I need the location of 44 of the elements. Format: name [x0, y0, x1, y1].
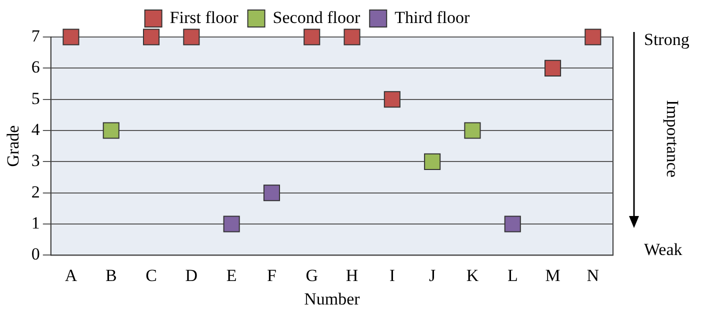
point	[183, 28, 200, 46]
y-tick-label: 0	[31, 244, 40, 264]
text: Weak	[644, 240, 682, 260]
point	[263, 184, 280, 202]
point	[504, 216, 521, 232]
x-tick-label: E	[226, 266, 237, 285]
x-tick-label: A	[64, 266, 78, 285]
y-axis-title: Grade	[4, 125, 23, 167]
x-tick-label: D	[185, 266, 198, 285]
x-tick-label: K	[466, 266, 480, 285]
y-tick-label: 2	[31, 182, 40, 202]
y-tick-label: 3	[31, 151, 40, 170]
point	[544, 60, 562, 76]
point	[384, 91, 400, 108]
legend-label: Second floor	[272, 8, 360, 27]
x-tick-label: M	[545, 266, 560, 285]
point	[142, 28, 160, 46]
x-tick-label: B	[105, 266, 117, 285]
y-tick-label: 6	[31, 58, 40, 77]
point	[62, 28, 80, 46]
point	[424, 153, 441, 170]
point	[304, 28, 320, 46]
y-tick-label: 5	[31, 88, 40, 108]
x-tick-label: I	[389, 266, 396, 285]
x-tick-label: C	[146, 266, 157, 285]
point	[223, 216, 240, 232]
x-tick-label: L	[507, 266, 518, 285]
x-axis-title: Number	[304, 289, 360, 308]
y-tick-label: 7	[31, 26, 40, 46]
point	[464, 122, 481, 139]
x-tick-label: G	[306, 266, 318, 285]
y-tick-label: 4	[31, 120, 40, 139]
point	[102, 122, 120, 139]
legend-label: First floor	[170, 8, 239, 27]
text: Importance	[662, 100, 682, 178]
legend-label: Third floor	[394, 8, 470, 27]
x-tick-label: H	[346, 266, 358, 285]
x-tick-label: J	[429, 266, 436, 285]
text: Strong	[644, 30, 690, 50]
y-tick-label: 1	[31, 213, 40, 232]
point	[584, 28, 602, 46]
point	[344, 28, 360, 46]
x-tick-label: N	[586, 266, 600, 285]
x-tick-label: F	[266, 266, 276, 285]
